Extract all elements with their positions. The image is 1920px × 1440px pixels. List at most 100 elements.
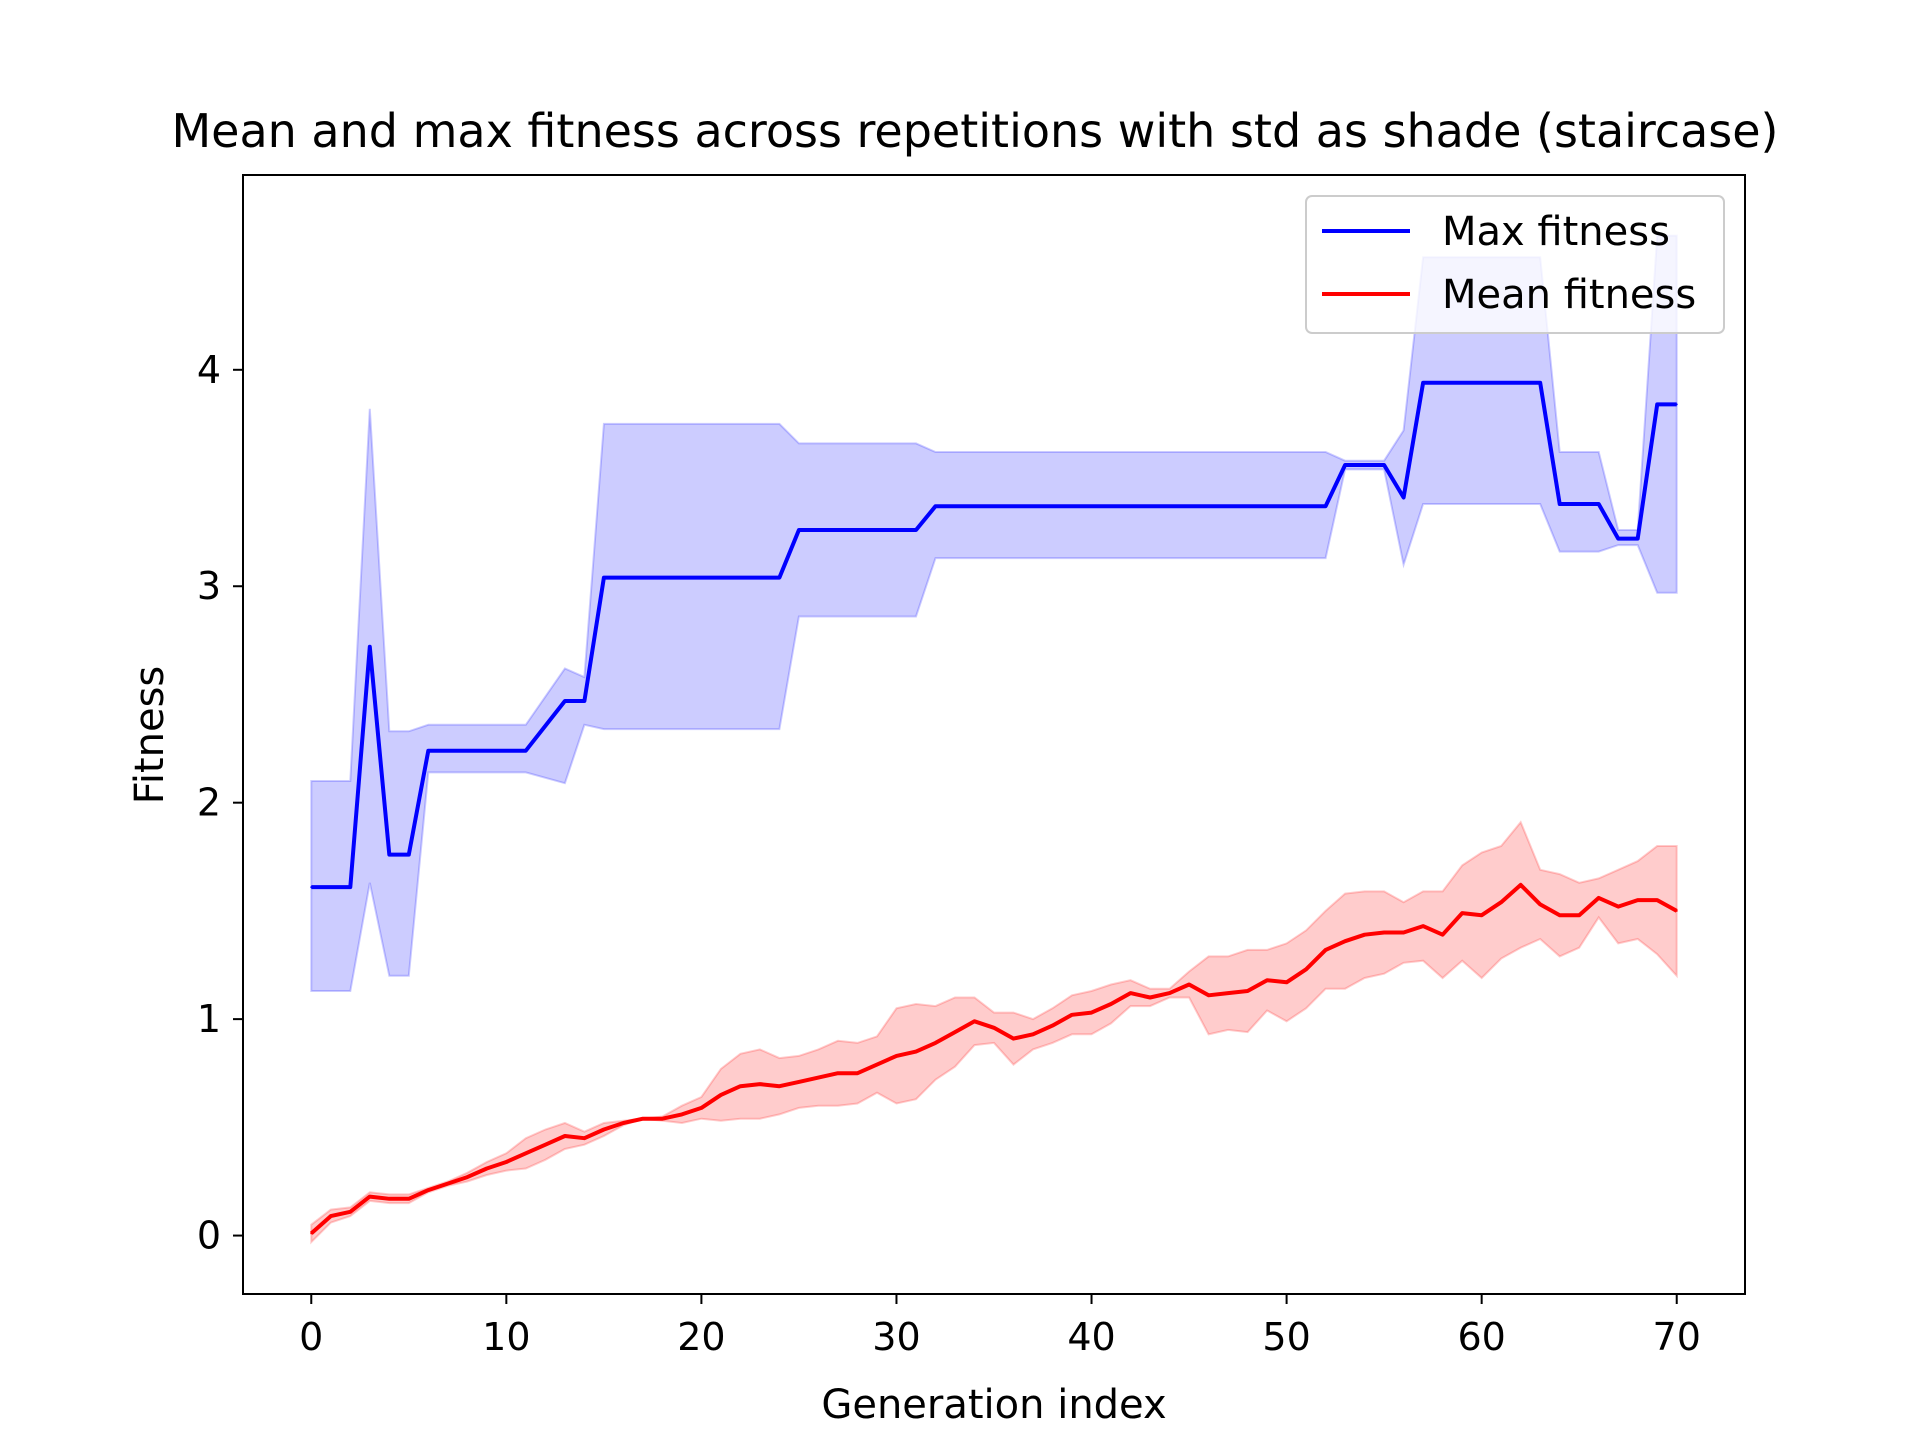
data-point-mean-fitness: [1500, 901, 1503, 904]
data-point-mean-fitness: [973, 1020, 976, 1023]
data-point-mean-fitness: [407, 1197, 410, 1200]
data-point-mean-fitness: [1324, 948, 1327, 951]
data-point-mean-fitness: [993, 1026, 995, 1029]
legend-frame: [1305, 195, 1725, 334]
data-point-mean-fitness: [602, 1128, 605, 1131]
data-point-max-fitness: [407, 853, 410, 856]
data-point-mean-fitness: [427, 1189, 430, 1192]
x-tick-label: 0: [299, 1315, 323, 1359]
data-point-max-fitness: [934, 505, 937, 508]
y-axis: 0 1 2 3 4: [197, 348, 243, 1258]
std-band-mean-fitness: [310, 820, 1678, 1245]
y-axis-label: Fitness: [127, 666, 173, 805]
data-point-mean-fitness: [1149, 996, 1152, 999]
data-point-mean-fitness: [1441, 933, 1444, 936]
data-point-max-fitness: [1383, 464, 1386, 466]
data-point-max-fitness: [1324, 505, 1327, 508]
data-point-mean-fitness: [1519, 883, 1522, 886]
data-point-max-fitness: [778, 576, 781, 579]
data-point-mean-fitness: [1110, 1003, 1112, 1005]
data-point-mean-fitness: [1071, 1013, 1073, 1016]
data-point-mean-fitness: [1461, 912, 1464, 915]
data-point-max-fitness: [1636, 537, 1639, 540]
data-point-max-fitness: [1344, 464, 1347, 466]
data-point-max-fitness: [1558, 503, 1561, 505]
data-point-mean-fitness: [1188, 983, 1191, 986]
data-point-max-fitness: [1675, 403, 1678, 406]
data-point-mean-fitness: [485, 1167, 488, 1170]
data-point-mean-fitness: [1636, 899, 1639, 902]
x-tick-label: 10: [482, 1315, 530, 1359]
data-point-mean-fitness: [778, 1085, 781, 1088]
data-point-mean-fitness: [1227, 992, 1230, 995]
data-point-mean-fitness: [1578, 914, 1581, 917]
data-point-mean-fitness: [1266, 979, 1269, 982]
x-tick-label: 20: [677, 1315, 725, 1359]
data-point-mean-fitness: [388, 1197, 391, 1200]
data-point-max-fitness: [1402, 496, 1405, 499]
data-point-max-fitness: [524, 749, 527, 752]
data-point-mean-fitness: [641, 1117, 644, 1120]
data-point-max-fitness: [388, 853, 391, 856]
data-point-mean-fitness: [1012, 1037, 1015, 1040]
data-point-mean-fitness: [544, 1143, 547, 1146]
data-point-mean-fitness: [895, 1054, 898, 1057]
legend: Max fitness Mean fitness: [1305, 195, 1725, 334]
data-point-mean-fitness: [1558, 914, 1561, 917]
data-point-mean-fitness: [1168, 992, 1171, 995]
data-point-mean-fitness: [1363, 933, 1366, 936]
line-max-fitness: [311, 380, 1677, 890]
data-point-max-fitness: [1617, 537, 1620, 540]
series-max-fitness: [310, 380, 1678, 890]
data-point-mean-fitness: [1480, 914, 1483, 917]
y-tick-label: 1: [197, 997, 221, 1041]
data-point-mean-fitness: [1617, 905, 1620, 908]
data-point-mean-fitness: [1656, 899, 1659, 902]
data-point-max-fitness: [1539, 381, 1542, 384]
data-point-mean-fitness: [856, 1072, 859, 1075]
x-tick-label: 50: [1262, 1315, 1310, 1359]
data-point-mean-fitness: [505, 1161, 508, 1163]
data-point-mean-fitness: [836, 1072, 839, 1075]
data-point-mean-fitness: [797, 1080, 800, 1083]
legend-label-max-fitness: Max fitness: [1442, 209, 1670, 255]
data-point-mean-fitness: [661, 1117, 664, 1120]
data-point-mean-fitness: [1539, 903, 1542, 906]
series-lines: [309, 380, 1678, 1235]
std-band-max-fitness: [310, 234, 1678, 992]
data-point-mean-fitness: [1051, 1024, 1054, 1027]
data-point-max-fitness: [797, 529, 800, 531]
data-point-mean-fitness: [680, 1113, 683, 1116]
data-point-mean-fitness: [817, 1076, 820, 1079]
data-point-mean-fitness: [739, 1085, 742, 1088]
data-point-max-fitness: [349, 886, 352, 889]
data-point-mean-fitness: [466, 1176, 469, 1179]
data-point-mean-fitness: [310, 1232, 313, 1235]
data-point-mean-fitness: [934, 1041, 937, 1044]
data-point-mean-fitness: [1032, 1033, 1034, 1036]
data-point-max-fitness: [563, 700, 566, 702]
data-point-mean-fitness: [758, 1083, 761, 1086]
data-point-mean-fitness: [563, 1135, 566, 1137]
x-tick-label: 70: [1653, 1315, 1701, 1359]
data-point-max-fitness: [427, 749, 430, 752]
data-point-max-fitness: [310, 886, 313, 889]
data-point-mean-fitness: [524, 1152, 527, 1155]
data-point-mean-fitness: [1344, 940, 1347, 943]
data-point-mean-fitness: [1090, 1011, 1093, 1014]
x-tick-label: 30: [872, 1315, 920, 1359]
y-tick-label: 4: [197, 348, 221, 392]
x-axis-label: Generation index: [821, 1382, 1166, 1428]
data-point-mean-fitness: [954, 1031, 956, 1034]
data-point-max-fitness: [1597, 503, 1600, 505]
x-tick-label: 40: [1067, 1315, 1115, 1359]
data-point-mean-fitness: [1402, 931, 1405, 934]
data-point-max-fitness: [583, 700, 586, 702]
series-mean-fitness: [309, 882, 1678, 1235]
data-point-mean-fitness: [876, 1063, 878, 1066]
data-point-max-fitness: [1656, 403, 1659, 406]
chart-title: Mean and max fitness across repetitions …: [171, 104, 1778, 158]
std-bands: [310, 234, 1678, 1245]
x-tick-label: 60: [1457, 1315, 1505, 1359]
